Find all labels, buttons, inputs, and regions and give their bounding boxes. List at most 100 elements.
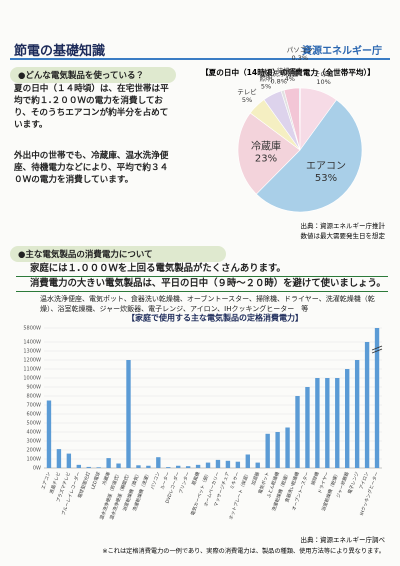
bar	[166, 467, 171, 468]
slice-value: 4%	[285, 75, 295, 83]
paragraph: 夏の日中（１４時頃）は、在宅世帯は平均で約１.２００Ｗの電力を消費しており、その…	[14, 84, 169, 130]
y-tick-label: 700W	[27, 403, 42, 409]
x-tick-label: 加湿器	[250, 470, 261, 486]
y-tick-label: 1100W	[23, 367, 41, 373]
slice-label: その他	[314, 69, 334, 78]
bar-chart: 【家庭で使用する主な電気製品の定格消費電力】 0W 100W 200W 300W 400W…	[23, 313, 385, 556]
bar	[315, 378, 320, 468]
paragraph: 外出中の世帯でも、冷蔵庫、温水洗浄便座、待機電力などにより、平均で約３４０Ｗの電…	[14, 151, 169, 185]
bar	[295, 396, 300, 468]
product-list: 温水洗浄便座、電気ポット、食器洗い乾燥機、オーブントースター、掃除機、ドライヤー…	[40, 295, 375, 313]
callout-line: 家庭には１.０００Ｗを上回る電気製品がたくさんあります。	[16, 262, 388, 277]
x-tick-label: アイロン	[359, 471, 371, 490]
y-tick-label: 0W	[33, 466, 41, 472]
slice-value: 10%	[316, 78, 330, 86]
slice-label: テレビ	[237, 87, 257, 96]
bar	[225, 460, 231, 468]
bar	[245, 454, 250, 468]
y-tick-label: 1000W	[23, 376, 41, 382]
slice-value: 0.8%	[270, 77, 287, 85]
bar	[116, 463, 121, 468]
slice-label: 照明	[260, 75, 274, 83]
bar	[76, 464, 81, 468]
slice-label: 待機電力	[277, 66, 303, 75]
bar	[106, 458, 111, 468]
bar	[126, 360, 131, 468]
y-tick-label: 1300W	[23, 349, 41, 355]
slice-label: エアコン	[306, 161, 346, 172]
bar	[354, 360, 360, 468]
bar	[345, 369, 350, 468]
slice-label: 冷蔵庫	[251, 140, 281, 153]
header-rule	[10, 58, 390, 60]
pie-slice	[299, 87, 337, 151]
x-tick-label: ミキサー	[229, 471, 241, 491]
slice-value: 5%	[261, 82, 271, 90]
y-tick-label: 900W	[27, 385, 42, 391]
axis-break	[371, 345, 383, 354]
x-tick-label: 掃除機	[309, 470, 320, 486]
y-tick-label: 300W	[27, 439, 42, 445]
page-title: 節電の基礎知識	[14, 44, 106, 59]
x-tick-label: エアコン	[40, 471, 52, 491]
y-tick-label: 5800W	[23, 326, 41, 332]
organization: 資源エネルギー庁	[302, 46, 382, 57]
bar	[364, 342, 370, 468]
slice-value: 0.3%	[292, 54, 309, 62]
pie-slice	[237, 112, 301, 195]
x-tick-label: 冷蔵庫	[101, 470, 112, 486]
y-tick-label: 800W	[27, 394, 42, 400]
bar	[305, 387, 310, 468]
y-tick-label: 1200W	[23, 358, 41, 364]
bar	[176, 465, 181, 468]
section-heading: ●主な電気製品の消費電力について	[10, 246, 226, 262]
x-tick-label: パソコン	[150, 471, 162, 491]
bar	[335, 378, 340, 468]
bar	[205, 462, 211, 468]
slice-value: 23%	[255, 154, 277, 165]
bar	[66, 453, 72, 468]
pie-slice	[255, 99, 363, 213]
slice-label: パソコン	[287, 46, 313, 54]
slice-label: 温水洗浄便座	[259, 69, 299, 78]
bar	[275, 432, 280, 468]
callout-line: 消費電力の大きい電気製品は、平日の日中（９時～２０時）を避けて使いましょう。	[16, 277, 388, 292]
bar	[185, 466, 191, 468]
bar	[136, 465, 141, 468]
x-tick-label: IHクッキングヒーター	[358, 470, 380, 516]
section-heading: ●どんな電気製品を使っている？	[10, 67, 176, 83]
slice-value: 53%	[315, 173, 337, 184]
y-tick-label: 1400W	[23, 340, 41, 346]
y-tick-label: 100W	[27, 457, 42, 463]
y-tick-label: 500W	[27, 421, 42, 427]
bar	[156, 457, 161, 468]
note: ※これは定格消費電力の一例であり、実際の消費電力は、製品の種類、使用方法等により…	[102, 547, 385, 555]
slice-value: 5%	[242, 96, 252, 104]
bar	[215, 459, 221, 468]
bar	[325, 378, 330, 468]
note: 数値は最大需要発生日を想定	[301, 231, 386, 240]
y-tick-label: 200W	[27, 448, 42, 454]
bar	[255, 462, 260, 468]
bar	[146, 465, 151, 468]
y-tick-label: 400W	[27, 430, 42, 436]
bar	[195, 464, 201, 468]
callout: 家庭には１.０００Ｗを上回る電気製品がたくさんあります。 消費電力の大きい電気製…	[16, 262, 388, 292]
bar	[56, 449, 62, 468]
chart-title: 【家庭で使用する主な電気製品の定格消費電力】	[127, 313, 303, 323]
bar	[86, 466, 91, 468]
bar	[46, 400, 52, 468]
bar	[265, 433, 270, 468]
bar	[235, 461, 241, 468]
source: 出典：資源エネルギー庁推計	[301, 221, 386, 230]
source: 出典：資源エネルギー庁調べ	[301, 535, 386, 544]
bar	[285, 427, 290, 468]
bar	[374, 328, 380, 468]
y-tick-label: 600W	[27, 412, 42, 418]
chart-title: 【夏の日中（14時頃）の消費電力（全世帯平均）】	[201, 67, 375, 77]
x-tick-label: 扇風機	[190, 470, 201, 486]
bar	[96, 467, 101, 468]
